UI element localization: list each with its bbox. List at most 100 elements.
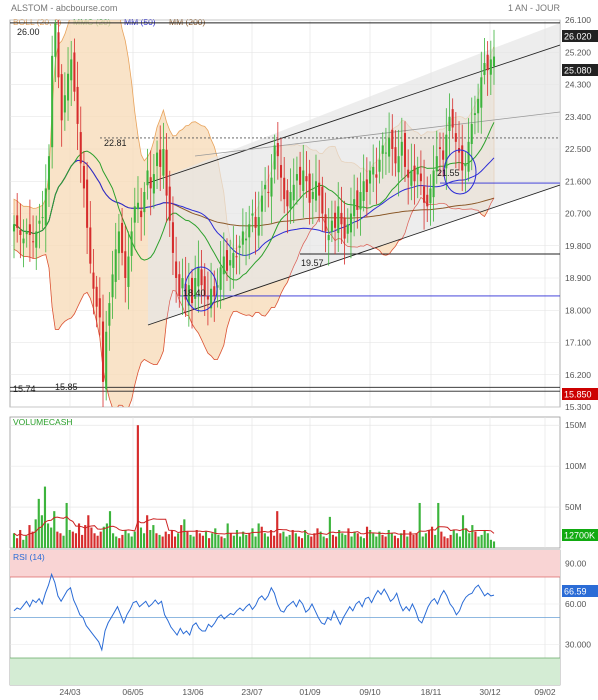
- candle-body: [92, 272, 95, 289]
- annotation-19-57: 19.57: [301, 258, 324, 268]
- volume-y-tick-label: 50M: [565, 502, 582, 512]
- candle-body: [324, 214, 327, 232]
- volume-bar: [248, 533, 251, 548]
- candle-body: [486, 54, 489, 71]
- volume-bar: [204, 531, 208, 548]
- candle-body: [349, 213, 352, 233]
- price-plot: [10, 20, 560, 407]
- volume-bar: [189, 534, 192, 548]
- candle-body: [413, 165, 416, 182]
- candle-body: [197, 267, 200, 287]
- volume-bar: [59, 533, 62, 548]
- volume-bar: [353, 531, 356, 548]
- candle-body: [334, 212, 337, 228]
- volume-bar: [279, 533, 282, 548]
- volume-bar: [62, 535, 65, 548]
- volume-bar: [16, 538, 19, 548]
- highlight-circle-low: [184, 266, 218, 312]
- volume-bar: [434, 534, 437, 548]
- annotation-26-00: 26.00: [17, 27, 40, 37]
- price-y-tick-label: 21.600: [565, 176, 591, 186]
- x-tick-label: 24/03: [59, 687, 81, 697]
- candle-body: [105, 331, 108, 390]
- volume-bar: [46, 523, 50, 548]
- candle-body: [483, 63, 486, 75]
- volume-bar: [362, 538, 366, 548]
- volume-bar: [115, 536, 118, 548]
- candle-body: [273, 145, 276, 170]
- volume-bar: [90, 527, 93, 548]
- candle-body: [397, 156, 400, 173]
- volume-bar: [108, 511, 112, 548]
- volume-bar: [232, 535, 235, 548]
- volume-bar: [136, 425, 139, 548]
- volume-bar: [12, 533, 16, 548]
- annotation-21-55: 21.55: [437, 168, 460, 178]
- price-y-tick-label: 25.200: [565, 47, 591, 57]
- candle-body: [464, 163, 467, 167]
- volume-bar: [43, 486, 47, 548]
- volume-bar: [307, 534, 310, 548]
- volume-bar: [87, 515, 90, 548]
- volume-bar: [269, 529, 273, 548]
- channel-lower-line: [147, 184, 560, 326]
- volume-bar: [406, 536, 409, 548]
- volume-bar: [22, 539, 25, 548]
- volume-bar: [201, 535, 204, 548]
- price-y-tick-label: 24.300: [565, 80, 591, 90]
- candle-body: [51, 55, 54, 148]
- candle-body: [283, 177, 286, 200]
- candle-body: [245, 238, 248, 241]
- candle-body: [423, 186, 426, 203]
- volume-bar: [31, 531, 34, 548]
- candle-body: [32, 241, 35, 243]
- candle-body: [165, 149, 168, 196]
- candle-body: [438, 147, 441, 149]
- candle-body: [337, 206, 340, 233]
- candle-body: [162, 149, 165, 176]
- candle-body: [279, 165, 283, 178]
- candle-body: [321, 186, 324, 214]
- legend-mm200: MM (200): [169, 17, 206, 27]
- volume-bar: [430, 526, 434, 548]
- candle-body: [79, 132, 82, 164]
- candle-body: [136, 202, 139, 210]
- volume-bar: [443, 536, 446, 548]
- candle-body: [353, 199, 356, 217]
- candle-body: [381, 145, 384, 154]
- candle-body: [76, 86, 79, 124]
- volume-bar: [263, 533, 266, 548]
- volume-bar: [220, 536, 223, 548]
- volume-bar: [77, 523, 81, 548]
- candle-body: [184, 283, 187, 300]
- candle-body: [400, 141, 403, 156]
- volume-bar: [288, 534, 291, 548]
- candle-body: [372, 166, 375, 175]
- candle-body: [235, 256, 238, 258]
- volume-bar: [409, 531, 412, 548]
- candle-body: [448, 116, 451, 131]
- candle-body: [111, 274, 114, 298]
- x-tick-label: 18/11: [421, 687, 442, 697]
- volume-bar: [257, 523, 260, 548]
- candle-body: [330, 220, 333, 232]
- volume-bar: [390, 533, 393, 548]
- volume-bar: [56, 531, 59, 548]
- annotation-15-85: 15.85: [55, 382, 78, 392]
- candle-body: [98, 298, 101, 318]
- svg-text:25.080: 25.080: [564, 66, 592, 76]
- volume-bar: [158, 534, 161, 548]
- candle-body: [356, 190, 359, 210]
- volume-y-tick-label: 100M: [565, 461, 586, 471]
- candle-body: [35, 231, 38, 248]
- volume-bar: [452, 529, 455, 548]
- volume-bar: [449, 534, 452, 548]
- svg-text:26.020: 26.020: [564, 32, 592, 42]
- volume-bar: [102, 526, 105, 548]
- volume-bar: [415, 533, 418, 548]
- candle-body: [489, 59, 492, 75]
- candle-body: [264, 184, 267, 190]
- candle-body: [308, 173, 311, 203]
- axis-labels: 15.300 16.200 17.100 18.000 18.900 19.800 20.7…: [59, 15, 591, 697]
- candle-body: [403, 133, 407, 167]
